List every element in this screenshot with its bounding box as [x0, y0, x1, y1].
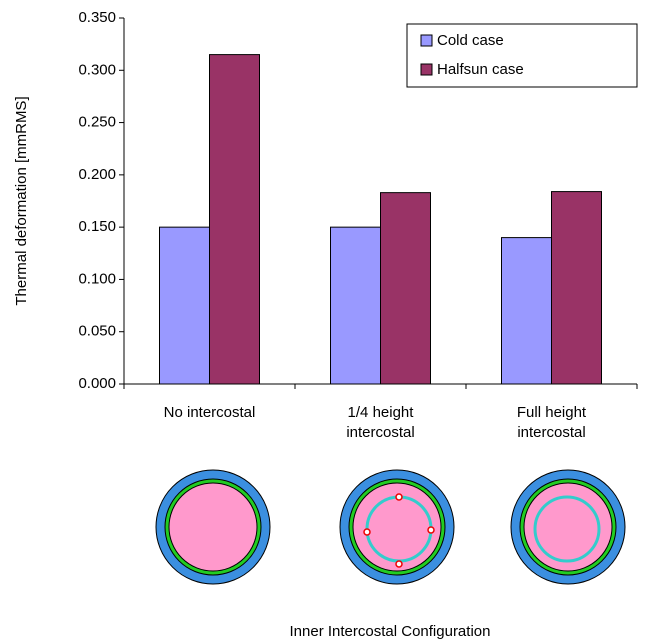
y-tick-label: 0.050	[78, 323, 116, 340]
y-tick-label: 0.150	[78, 218, 116, 235]
chart: Thermal deformation [mmRMS] Inner Interc…	[0, 0, 651, 644]
y-tick-label: 0.300	[78, 61, 116, 78]
y-tick-label: 0.100	[78, 270, 116, 287]
x-tick-label: 1/4 height intercostal	[321, 403, 441, 443]
bar	[331, 227, 381, 384]
bar	[210, 55, 260, 384]
x-tick-label: Full height intercostal	[492, 403, 612, 443]
bar	[381, 193, 431, 384]
bar	[160, 227, 210, 384]
y-tick-label: 0.000	[78, 375, 116, 392]
x-tick-label: No intercostal	[150, 403, 270, 423]
y-tick-label: 0.250	[78, 114, 116, 131]
legend-swatch	[421, 35, 432, 46]
page: Thermal deformation [mmRMS] Inner Interc…	[0, 0, 651, 644]
y-tick-label: 0.200	[78, 166, 116, 183]
config-diagrams	[156, 470, 625, 584]
legend-label: Cold case	[437, 32, 504, 49]
legend-swatch	[421, 64, 432, 75]
x-axis-label: Inner Intercostal Configuration	[290, 623, 491, 640]
y-tick-label: 0.350	[78, 9, 116, 26]
legend-label: Halfsun case	[437, 61, 524, 78]
bar	[552, 192, 602, 384]
bar	[502, 238, 552, 384]
y-axis-label: Thermal deformation [mmRMS]	[13, 96, 30, 305]
